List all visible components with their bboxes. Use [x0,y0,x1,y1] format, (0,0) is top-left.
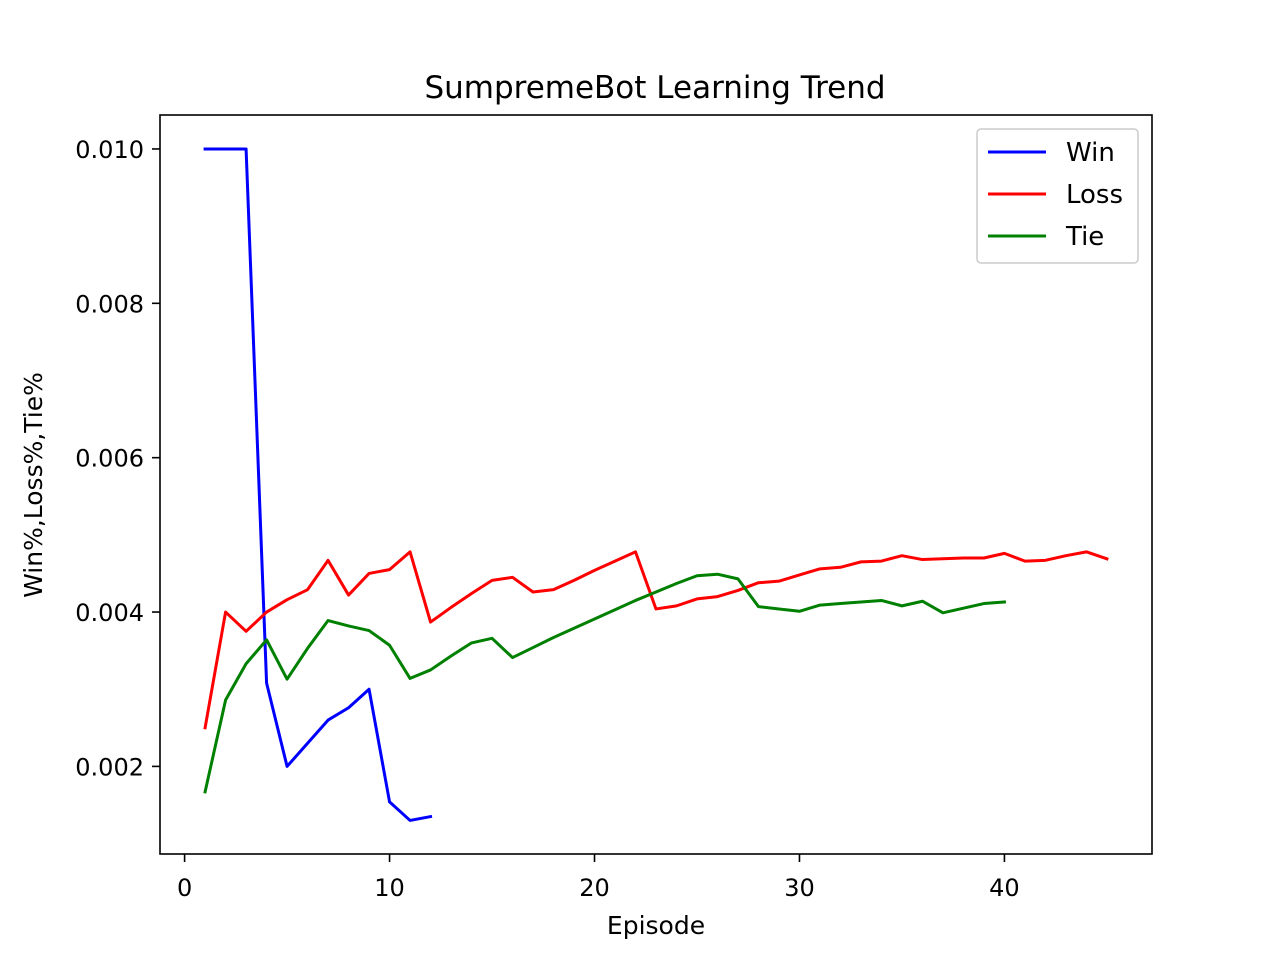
x-tick-label: 10 [374,874,405,902]
x-tick-label: 40 [989,874,1020,902]
legend: Win Loss Tie [976,128,1139,264]
legend-label-tie: Tie [1065,222,1104,252]
x-axis-ticks: 0 10 20 30 40 [177,854,1020,902]
legend-label-loss: Loss [1066,180,1123,210]
chart-title: SumpremeBot Learning Trend [424,70,885,106]
legend-box [976,128,1139,264]
y-axis-label: Win%,Loss%,Tie% [19,372,48,598]
series-line-win [203,147,433,822]
plot-frame [159,114,1153,855]
y-axis-ticks: 0.002 0.004 0.006 0.008 0.010 [75,136,160,781]
x-axis-label: Episode [607,911,705,940]
x-tick-label: 20 [579,874,610,902]
y-tick-label: 0.008 [75,290,144,318]
y-tick-label: 0.002 [75,753,144,781]
series-layer [203,147,1109,822]
series-line-loss [203,550,1109,730]
y-tick-label: 0.006 [75,445,144,473]
legend-label-win: Win [1066,138,1115,168]
x-tick-label: 30 [784,874,815,902]
y-tick-label: 0.010 [75,136,144,164]
x-tick-label: 0 [177,874,192,902]
series-line-tie [203,572,1007,794]
y-tick-label: 0.004 [75,599,144,627]
